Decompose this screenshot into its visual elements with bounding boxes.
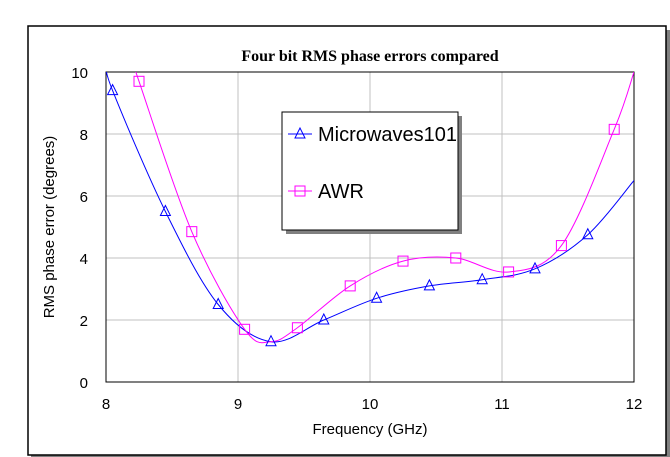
- marker-triangle: [265, 334, 277, 347]
- marker-triangle: [529, 261, 541, 274]
- x-tick-label: 10: [362, 396, 379, 413]
- marker-triangle: [159, 204, 172, 216]
- legend-label-awr: AWR: [318, 181, 364, 203]
- marker-square: [450, 252, 462, 264]
- marker-square: [291, 322, 303, 334]
- tick-labels: 8 9 10 11 12 0 2 4 6 8 10: [71, 65, 642, 413]
- legend: Microwaves101 AWR: [281, 111, 462, 234]
- markers: [106, 75, 620, 347]
- y-tick-label: 4: [80, 251, 88, 268]
- marker-square: [133, 75, 145, 87]
- marker-square: [608, 123, 620, 135]
- marker-square: [503, 266, 515, 278]
- marker-triangle: [476, 272, 489, 285]
- y-tick-label: 8: [80, 127, 88, 144]
- marker-square: [397, 255, 409, 267]
- marker-triangle: [212, 297, 225, 309]
- marker-square: [186, 226, 198, 238]
- legend-square-icon: [294, 185, 306, 197]
- legend-box: [281, 111, 459, 231]
- chart-frame: [27, 25, 667, 456]
- marker-triangle: [423, 278, 436, 291]
- chart-title: Four bit RMS phase errors compared: [241, 48, 498, 65]
- x-tick-label: 8: [102, 396, 110, 413]
- x-tick-label: 9: [234, 396, 242, 413]
- y-tick-label: 2: [80, 313, 88, 330]
- x-axis-label: Frequency (GHz): [312, 421, 427, 438]
- y-tick-label: 0: [80, 375, 88, 392]
- legend-label-microwaves101: Microwaves101: [318, 124, 457, 146]
- x-tick-label: 11: [494, 396, 510, 413]
- marker-square: [555, 240, 567, 252]
- marker-triangle: [581, 227, 594, 240]
- y-tick-label: 6: [80, 189, 88, 206]
- marker-triangle: [106, 83, 119, 96]
- x-tick-label: 12: [626, 396, 643, 413]
- plot-area: [105, 71, 635, 383]
- marker-square: [344, 280, 356, 292]
- marker-triangle: [317, 312, 330, 325]
- marker-square: [239, 323, 251, 335]
- marker-triangle: [370, 291, 383, 303]
- legend-triangle-icon: [294, 126, 306, 139]
- y-axis-label: RMS phase error (degrees): [41, 136, 58, 319]
- y-tick-label: 10: [71, 65, 88, 82]
- series-line-microwaves101: [106, 72, 634, 343]
